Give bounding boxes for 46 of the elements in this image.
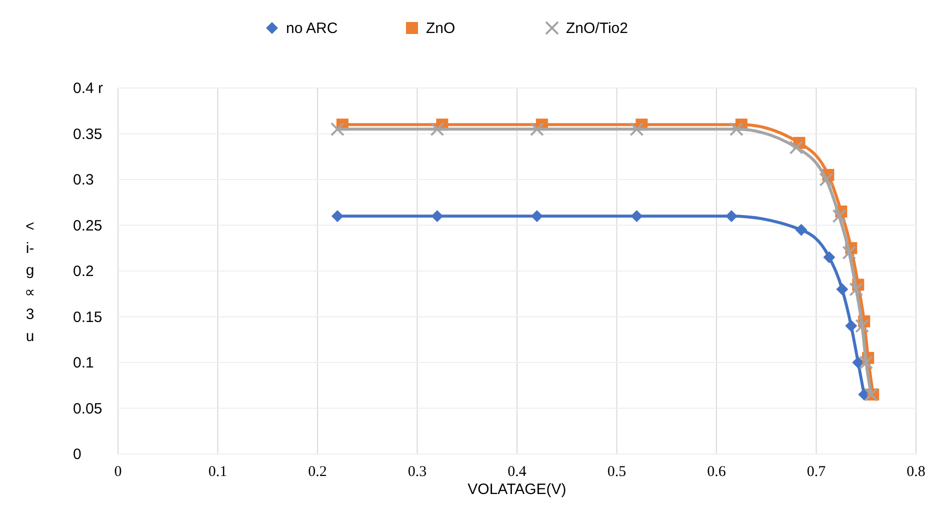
point xyxy=(725,210,738,222)
y-tick-label: 0.4 r xyxy=(73,80,104,97)
point xyxy=(836,283,848,296)
point xyxy=(430,122,444,136)
point xyxy=(795,224,808,236)
point xyxy=(842,246,856,260)
y-tick-label: 0.1 xyxy=(73,354,94,372)
point xyxy=(330,122,344,136)
point xyxy=(859,356,874,370)
point xyxy=(819,172,834,186)
point xyxy=(729,122,744,136)
x-tick-label: 0.8 xyxy=(906,464,926,480)
y-tick-label: 0.2 xyxy=(73,263,94,280)
legend-label: no ARC xyxy=(286,20,338,37)
y-tick-label: 0.35 xyxy=(73,126,102,143)
legend-label: ZnO/Tio2 xyxy=(566,20,628,37)
x-tick-label: 0.6 xyxy=(707,464,726,480)
point xyxy=(832,209,846,224)
point xyxy=(864,388,878,402)
point xyxy=(823,251,836,264)
point xyxy=(845,320,858,332)
point xyxy=(789,140,804,154)
x-tick-label: 0.3 xyxy=(408,464,427,480)
x-tick-label: 0.1 xyxy=(208,464,228,480)
point xyxy=(331,210,344,222)
y-tick-label: 0.3 xyxy=(73,172,94,188)
point xyxy=(431,210,444,222)
point xyxy=(630,122,644,136)
legend-label: ZnO xyxy=(426,20,456,37)
y-tick-label: 0 xyxy=(73,446,82,463)
x-axis-title: VOLATAGE(V) xyxy=(468,481,566,498)
point xyxy=(630,210,643,222)
y-tick-label: 0.25 xyxy=(73,217,102,234)
point xyxy=(530,122,544,136)
point xyxy=(852,356,864,368)
x-tick-label: 0.4 xyxy=(508,464,527,480)
point xyxy=(530,210,543,222)
y-axis-title: < i- g ∝ 3 u xyxy=(24,218,36,345)
x-tick-label: 0.5 xyxy=(607,464,626,480)
point xyxy=(855,318,870,333)
point xyxy=(849,282,864,296)
y-tick-label: 0.05 xyxy=(73,400,102,418)
x-tick-label: 0.7 xyxy=(806,464,826,480)
x-tick-label: 0 xyxy=(114,464,122,480)
x-tick-label: 0.2 xyxy=(308,464,327,480)
y-tick-label: 0.15 xyxy=(73,308,102,326)
